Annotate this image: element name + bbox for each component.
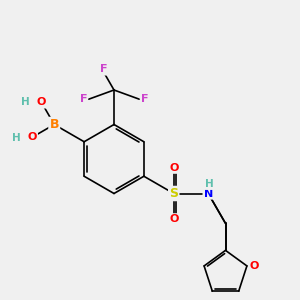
- Text: N: N: [204, 188, 213, 199]
- Text: O: O: [28, 132, 37, 142]
- Text: S: S: [169, 187, 178, 200]
- Text: F: F: [141, 94, 148, 104]
- Text: H: H: [12, 133, 21, 143]
- Text: O: O: [249, 261, 259, 271]
- Text: O: O: [169, 163, 178, 173]
- Text: H: H: [206, 179, 214, 189]
- Text: B: B: [50, 118, 59, 131]
- Text: O: O: [169, 214, 178, 224]
- Text: F: F: [80, 94, 87, 104]
- Text: H: H: [21, 97, 30, 106]
- Text: F: F: [100, 64, 107, 74]
- Text: O: O: [37, 98, 46, 107]
